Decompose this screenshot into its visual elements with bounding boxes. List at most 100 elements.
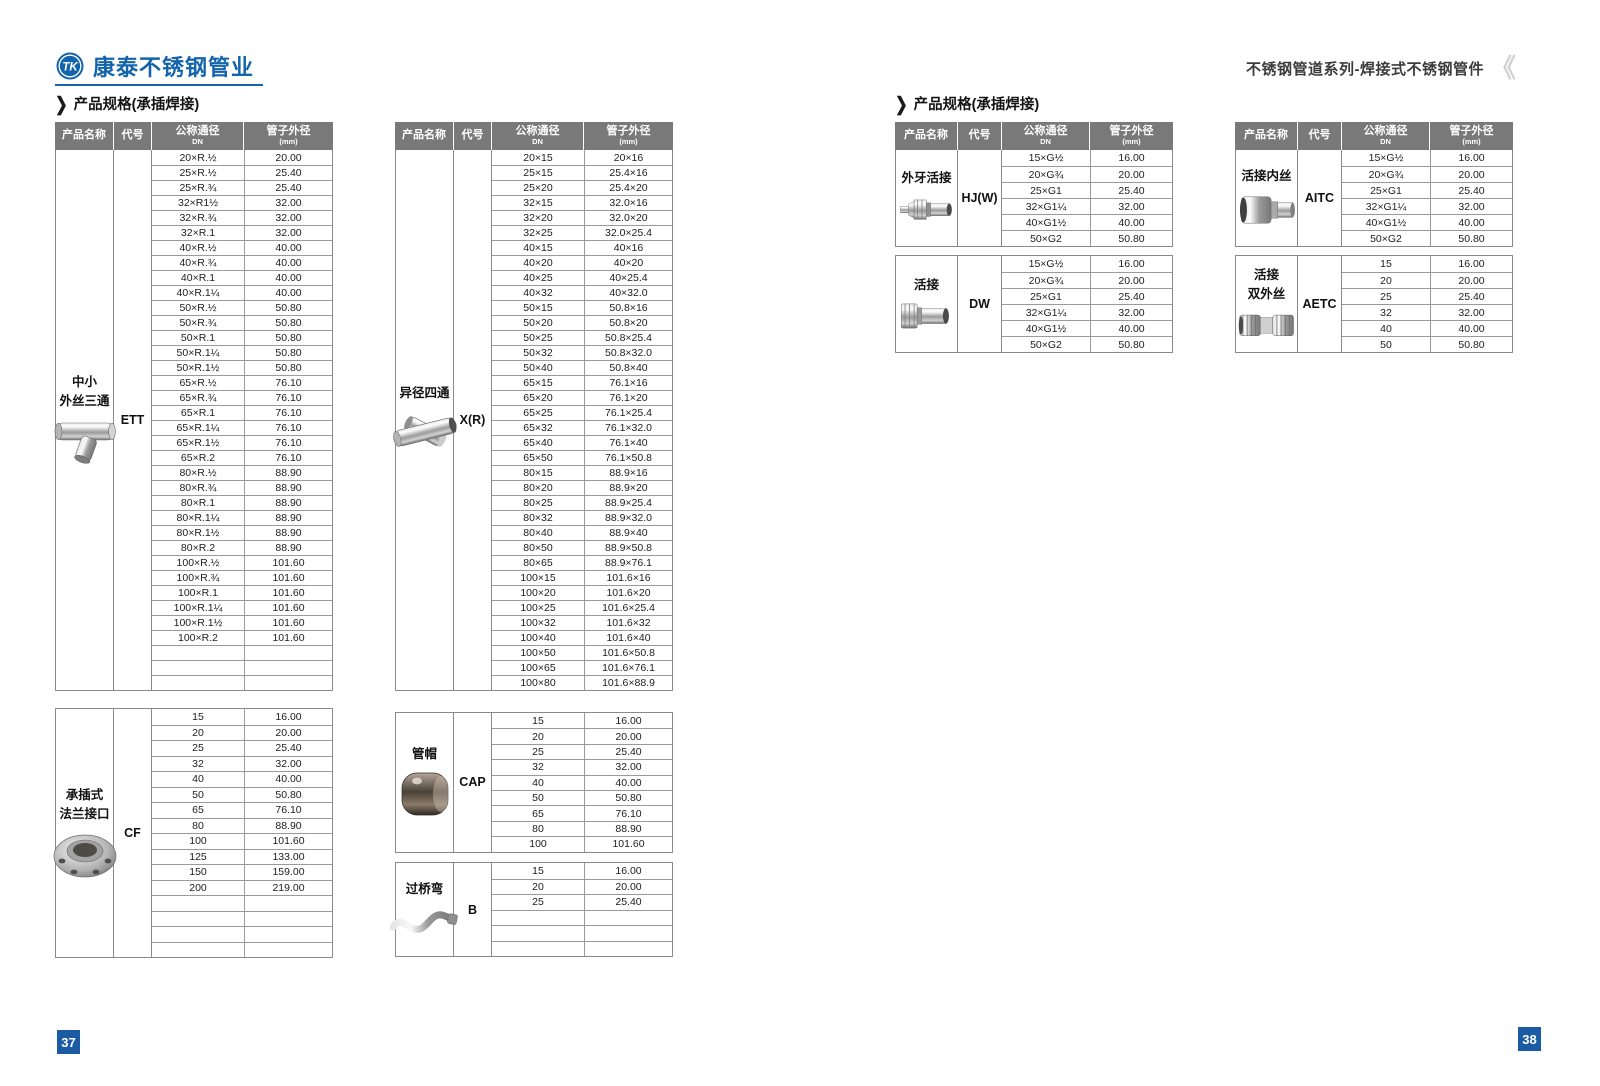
product-code: CF — [114, 709, 152, 957]
dn-value: 100×R.1½ — [173, 617, 223, 629]
col-header-dn: 公称通径 DN — [491, 122, 583, 150]
size-row: 100×R.2 101.60 — [152, 630, 332, 645]
size-row: 80×40 88.9×40 — [492, 525, 672, 540]
dn-value: 100×15 — [520, 572, 556, 584]
size-row: 40×15 40×16 — [492, 240, 672, 255]
size-row: 80×50 88.9×50.8 — [492, 540, 672, 555]
od-value: 25.40 — [1430, 183, 1512, 198]
size-row: 25 25.40 — [492, 743, 672, 760]
size-row: 65×R.1 76.10 — [152, 405, 332, 420]
dn-value: 65×40 — [523, 437, 553, 449]
product-photo-bridge-bend-icon — [389, 911, 458, 933]
dn-value: 100×R.¾ — [176, 572, 220, 584]
od-value: 76.1×40 — [584, 436, 672, 450]
header-line: 公称通径 — [515, 125, 560, 138]
size-row — [492, 925, 672, 941]
size-row: 100×R.1¼ 101.60 — [152, 600, 332, 615]
product-name: 活接内丝 — [1241, 169, 1292, 184]
size-row: 20×G¾ 20.00 — [1342, 166, 1512, 182]
od-value — [244, 942, 332, 957]
size-row: 100×80 101.6×88.9 — [492, 675, 672, 690]
od-value: 25.40 — [244, 741, 332, 756]
dn-value: 32×R1½ — [178, 197, 218, 209]
dn-value: 25×R.½ — [179, 167, 217, 179]
dn-value: 65×20 — [523, 392, 553, 404]
dn-value: 40 — [532, 776, 544, 789]
size-row: 25×G1 25.40 — [1002, 182, 1172, 198]
dn-value — [152, 676, 244, 690]
od-value: 50.8×16 — [584, 301, 672, 315]
product-cell: 活接 双外丝 — [1236, 256, 1298, 352]
arrow-icon: ❯ — [55, 93, 68, 115]
size-row: 40×R.1 40.00 — [152, 270, 332, 285]
od-value: 20.00 — [1090, 273, 1172, 288]
dn-value: 65×15 — [523, 377, 553, 389]
od-value — [244, 896, 332, 911]
od-value: 16.00 — [584, 713, 672, 729]
od-value: 50.80 — [244, 787, 332, 802]
size-row: 80×32 88.9×32.0 — [492, 510, 672, 525]
dn-value: 40×G1½ — [1025, 322, 1067, 335]
spec-table-cap: 管帽 CAP 15 16.00 20 20.0 — [395, 712, 673, 853]
dn-value: 80 — [532, 822, 544, 835]
dn-value: 15 — [532, 714, 544, 727]
dn-value — [152, 661, 244, 675]
dn-value — [152, 927, 244, 942]
dn-value: 100×R.½ — [176, 557, 220, 569]
company-name: 康泰不锈钢管业 — [93, 55, 255, 80]
dn-value: 15 — [1380, 258, 1392, 270]
dn-value: 150 — [189, 866, 207, 879]
od-value: 101.6×32 — [584, 616, 672, 630]
size-row: 50×R.1½ 50.80 — [152, 360, 332, 375]
size-row: 25×G1 25.40 — [1342, 182, 1512, 198]
col-header-dn: 公称通径 DN — [1341, 122, 1429, 150]
dn-value: 32×25 — [523, 227, 553, 239]
od-value: 101.6×88.9 — [584, 676, 672, 690]
dn-value: 15×G½ — [1028, 258, 1064, 270]
dn-value: 100×32 — [520, 617, 556, 629]
od-value: 20.00 — [1090, 167, 1172, 182]
size-row: 25×R.¾ 25.40 — [152, 180, 332, 195]
od-value: 25.40 — [1090, 183, 1172, 198]
dn-value — [492, 942, 584, 957]
dn-value: 40 — [192, 773, 204, 786]
size-row: 15×G½ 16.00 — [1002, 256, 1172, 272]
product-code: AETC — [1298, 256, 1342, 352]
size-row: 25×G1 25.40 — [1002, 288, 1172, 304]
logo-tk-icon: TK — [56, 52, 84, 80]
company-logo: TK 康泰不锈钢管业 — [55, 50, 254, 82]
od-value: 101.60 — [244, 601, 332, 615]
dn-value: 25 — [192, 742, 204, 755]
dn-value: 25 — [532, 896, 544, 909]
header-line: 公称通径 — [1363, 125, 1408, 138]
dn-value: 65×R.1½ — [176, 437, 220, 449]
od-value: 76.10 — [244, 376, 332, 390]
size-row: 40×20 40×20 — [492, 255, 672, 270]
dn-value: 65×50 — [523, 452, 553, 464]
size-row: 80×65 88.9×76.1 — [492, 555, 672, 570]
dn-value: 20×G¾ — [1028, 168, 1064, 181]
od-value — [244, 927, 332, 942]
product-photo-union-icon — [900, 303, 949, 328]
dn-value: 80×15 — [523, 467, 553, 479]
size-row: 80×15 88.9×16 — [492, 465, 672, 480]
header-line: 管子外径 — [606, 125, 651, 138]
header-subline: (mm) — [1462, 136, 1481, 146]
dn-value: 40×G1½ — [1025, 216, 1067, 229]
od-value: 25.4×16 — [584, 166, 672, 180]
spec-table-hjw: 产品名称 代号 公称通径 DN 管子外径 (mm) 外牙活接 — [895, 122, 1173, 247]
product-name: 活接 — [913, 278, 939, 293]
od-value: 76.10 — [244, 436, 332, 450]
size-rows: 15×G½ 16.00 20×G¾ 20.00 25×G1 25.40 — [1002, 150, 1172, 246]
size-rows: 15 16.00 20 20.00 25 25.40 32 — [1342, 256, 1512, 352]
product-code: DW — [958, 256, 1002, 352]
od-value — [244, 646, 332, 660]
size-row: 25×15 25.4×16 — [492, 165, 672, 180]
col-header-product: 产品名称 — [402, 129, 446, 142]
dn-value — [492, 911, 584, 926]
dn-value: 20×G¾ — [1028, 274, 1064, 287]
spec-table-b: 过桥弯 B 15 16.00 20 20.00 — [389, 862, 673, 957]
od-value: 50.80 — [244, 316, 332, 330]
size-row: 20×R.½ 20.00 — [152, 150, 332, 165]
size-row: 40×25 40×25.4 — [492, 270, 672, 285]
